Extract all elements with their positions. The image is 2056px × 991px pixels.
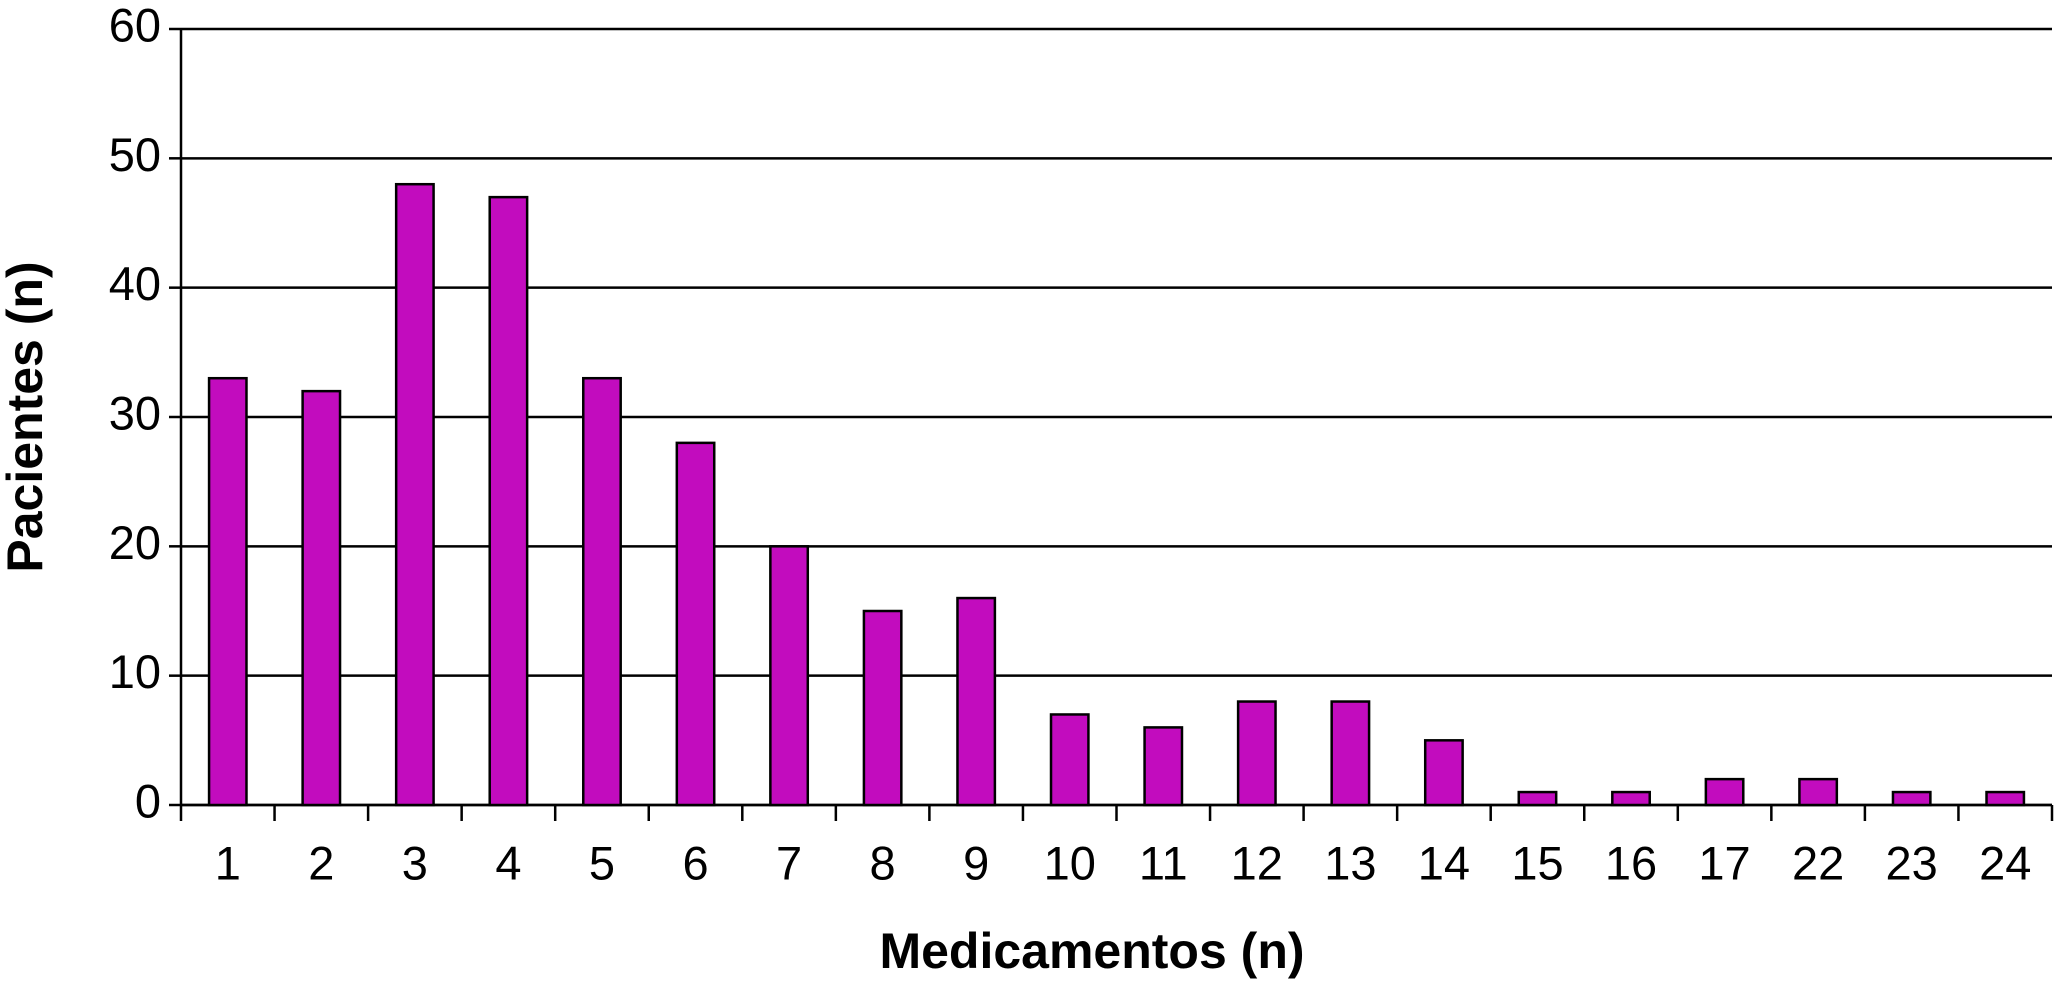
x-tick-label: 9 xyxy=(963,836,989,889)
y-tick-label: 50 xyxy=(109,128,161,181)
x-tick-label: 2 xyxy=(308,836,334,889)
bar xyxy=(207,376,248,807)
y-tick-label: 30 xyxy=(109,386,161,439)
bar xyxy=(394,182,435,807)
x-tick-label: 22 xyxy=(1792,836,1844,889)
x-tick-label: 23 xyxy=(1886,836,1938,889)
x-tick-label: 12 xyxy=(1231,836,1283,889)
y-tick-label: 40 xyxy=(109,257,161,310)
bar xyxy=(1517,790,1558,807)
bar xyxy=(488,195,529,807)
x-tick-label: 7 xyxy=(776,836,802,889)
bar xyxy=(1330,700,1371,807)
y-axis-title: Pacientes (n) xyxy=(0,261,53,572)
bar xyxy=(1423,739,1464,807)
bar xyxy=(582,376,622,807)
bar xyxy=(675,441,716,807)
bar xyxy=(862,609,903,807)
bar xyxy=(956,596,997,807)
x-tick-label: 14 xyxy=(1418,836,1470,889)
y-tick-label: 20 xyxy=(109,516,161,569)
x-tick-label: 13 xyxy=(1324,836,1376,889)
bar xyxy=(1985,790,2026,807)
x-tick-label: 10 xyxy=(1044,836,1096,889)
bar xyxy=(1891,790,1932,807)
bar xyxy=(1611,790,1651,807)
bar xyxy=(1049,713,1090,807)
x-tick-label: 17 xyxy=(1698,836,1750,889)
x-tick-label: 1 xyxy=(215,836,241,889)
bar xyxy=(301,389,342,807)
bar xyxy=(1798,777,1839,807)
bar xyxy=(1236,700,1277,807)
bar xyxy=(769,545,810,807)
bar xyxy=(1704,777,1745,807)
y-tick-label: 0 xyxy=(135,774,161,827)
x-axis-title: Medicamentos (n) xyxy=(879,923,1304,979)
x-tick-label: 4 xyxy=(495,836,521,889)
x-tick-label: 3 xyxy=(402,836,428,889)
y-tick-label: 10 xyxy=(109,645,161,698)
x-tick-label: 11 xyxy=(1139,836,1188,889)
x-tick-label: 15 xyxy=(1511,836,1563,889)
x-tick-label: 8 xyxy=(870,836,896,889)
y-tick-label: 60 xyxy=(109,0,161,51)
x-tick-label: 6 xyxy=(682,836,708,889)
x-tick-label: 5 xyxy=(589,836,615,889)
bar xyxy=(1143,726,1184,807)
x-tick-label: 16 xyxy=(1605,836,1657,889)
x-tick-label: 24 xyxy=(1979,836,2031,889)
